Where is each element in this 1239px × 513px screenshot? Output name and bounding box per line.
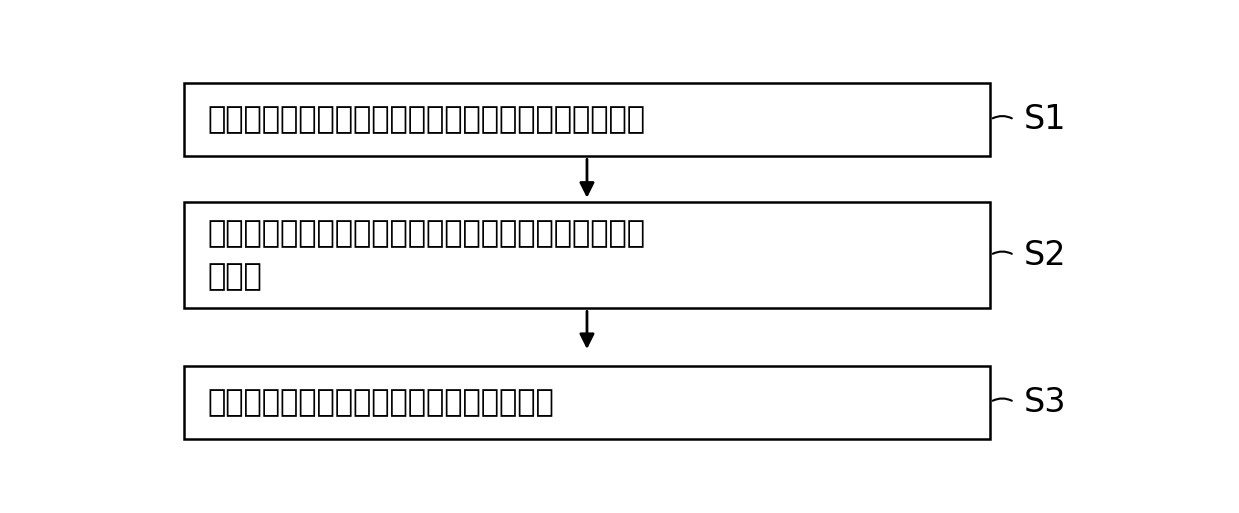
Text: S3: S3 [1023, 386, 1067, 419]
Text: S1: S1 [1023, 103, 1067, 136]
Text: 成缆步骤：将光纤单元绞合于中心加强件周侧形成缆芯: 成缆步骤：将光纤单元绞合于中心加强件周侧形成缆芯 [208, 105, 646, 134]
Text: 牵引步骤：将绞合后的缆芯夹紧并以恒定的速度牵引至
护套机: 牵引步骤：将绞合后的缆芯夹紧并以恒定的速度牵引至 护套机 [208, 219, 646, 291]
Bar [183, 83, 990, 156]
Text: S2: S2 [1023, 239, 1067, 271]
Bar [183, 366, 990, 439]
Bar [183, 202, 990, 308]
Text: 护套步骤：通过护套机在缆芯周侧挤制护套: 护套步骤：通过护套机在缆芯周侧挤制护套 [208, 388, 554, 417]
